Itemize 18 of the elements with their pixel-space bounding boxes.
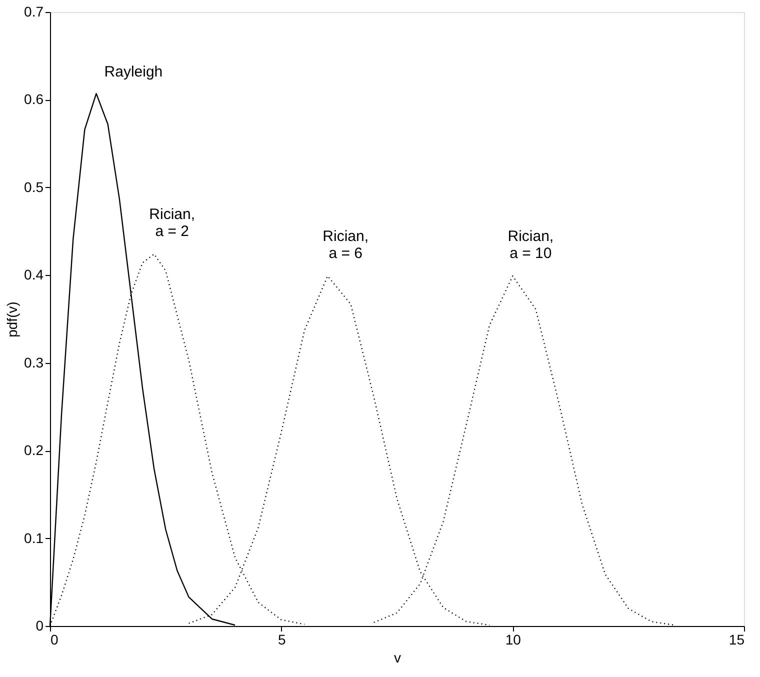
y-tick-label: 0.6 xyxy=(24,91,44,108)
y-tick-label: 0.5 xyxy=(24,178,44,195)
y-tick-label: 0.2 xyxy=(24,442,44,458)
y-tick-label: 0.7 xyxy=(24,4,44,20)
x-tick-label: 5 xyxy=(278,632,286,648)
x-axis-title: v xyxy=(394,650,401,666)
series-label: Rayleigh xyxy=(104,64,163,81)
y-tick-label: 0.1 xyxy=(24,530,44,546)
x-tick-label: 10 xyxy=(505,632,522,648)
y-axis-title: pdf(v) xyxy=(4,302,20,338)
y-tick-label: 0 xyxy=(36,618,44,634)
x-tick-label: 15 xyxy=(728,632,745,648)
y-tick-label: 0.3 xyxy=(24,354,44,370)
series-label: Rician, a = 2 xyxy=(149,206,196,240)
x-tick-label: 0 xyxy=(50,632,58,648)
series-label: Rician, a = 6 xyxy=(322,228,369,262)
series-label: Rician, a = 10 xyxy=(508,228,554,262)
y-tick-label: 0.4 xyxy=(24,266,44,283)
